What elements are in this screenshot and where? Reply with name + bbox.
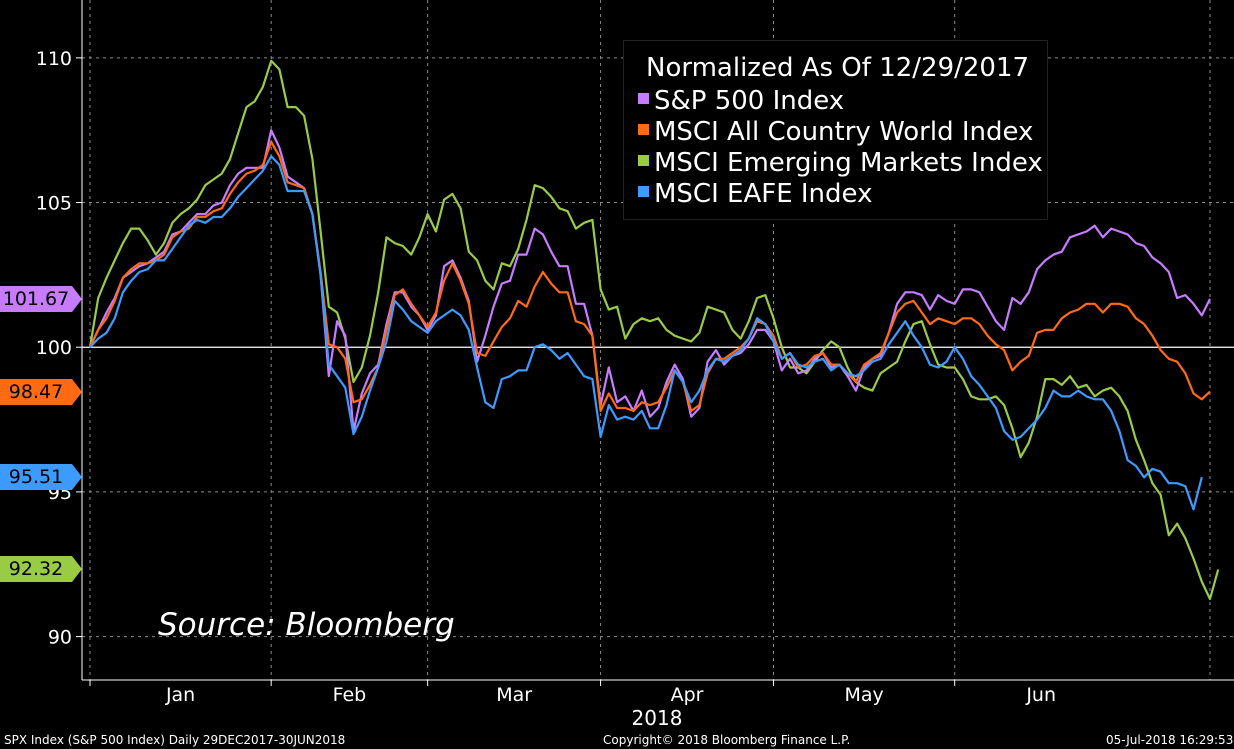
legend-entry-2: MSCI Emerging Markets Index — [638, 148, 1043, 178]
x-tick-label: Jun — [1025, 684, 1056, 706]
last-value-label-2: 92.32 — [0, 556, 82, 583]
legend-swatch — [638, 93, 649, 104]
label-pointer — [72, 378, 82, 405]
y-tick-label: 100 — [36, 337, 72, 359]
legend-swatch — [638, 124, 649, 135]
series-line-0 — [89, 129, 1211, 433]
label-pointer — [72, 556, 82, 583]
legend-label: S&P 500 Index — [654, 86, 845, 116]
last-value-label-0: 101.67 — [0, 285, 82, 312]
footer-copyright: Copyright© 2018 Bloomberg Finance L.P. — [603, 733, 851, 747]
legend-entry-0: S&P 500 Index — [638, 86, 844, 116]
legend-swatch — [638, 155, 649, 166]
x-tick-label: Feb — [333, 684, 367, 706]
source-annotation: Source: Bloomberg — [158, 607, 455, 643]
x-tick-label: Mar — [496, 684, 532, 706]
x-axis-label: 2018 — [632, 706, 683, 730]
series-line-1 — [89, 140, 1211, 412]
series-line-2 — [88, 59, 1220, 601]
legend-label: MSCI All Country World Index — [654, 117, 1034, 147]
chart-title: Normalized As Of 12/29/2017 — [646, 53, 1030, 83]
series-line-3 — [89, 155, 1203, 511]
legend-swatch — [638, 186, 649, 197]
series-layer — [88, 59, 1220, 601]
x-tick-label: May — [844, 684, 883, 706]
label-pointer — [72, 285, 82, 312]
legend: Normalized As Of 12/29/2017 S&P 500 Inde… — [623, 40, 1048, 220]
y-tick-label: 90 — [48, 627, 72, 649]
legend-label: MSCI Emerging Markets Index — [654, 148, 1043, 178]
footer-timestamp: 05-Jul-2018 16:29:53 — [1106, 733, 1234, 747]
y-tick-label: 110 — [36, 48, 72, 70]
legend-entry-1: MSCI All Country World Index — [638, 117, 1033, 147]
last-value-label-1: 98.47 — [0, 378, 82, 405]
legend-entry-3: MSCI EAFE Index — [638, 179, 872, 209]
last-value-label-3: 95.51 — [0, 464, 82, 491]
x-tick-label: Apr — [671, 684, 704, 706]
label-pointer — [72, 464, 82, 491]
footer-security: SPX Index (S&P 500 Index) Daily 29DEC201… — [4, 733, 346, 747]
y-tick-label: 105 — [36, 193, 72, 215]
legend-label: MSCI EAFE Index — [654, 179, 873, 209]
x-tick-label: Jan — [165, 684, 195, 706]
